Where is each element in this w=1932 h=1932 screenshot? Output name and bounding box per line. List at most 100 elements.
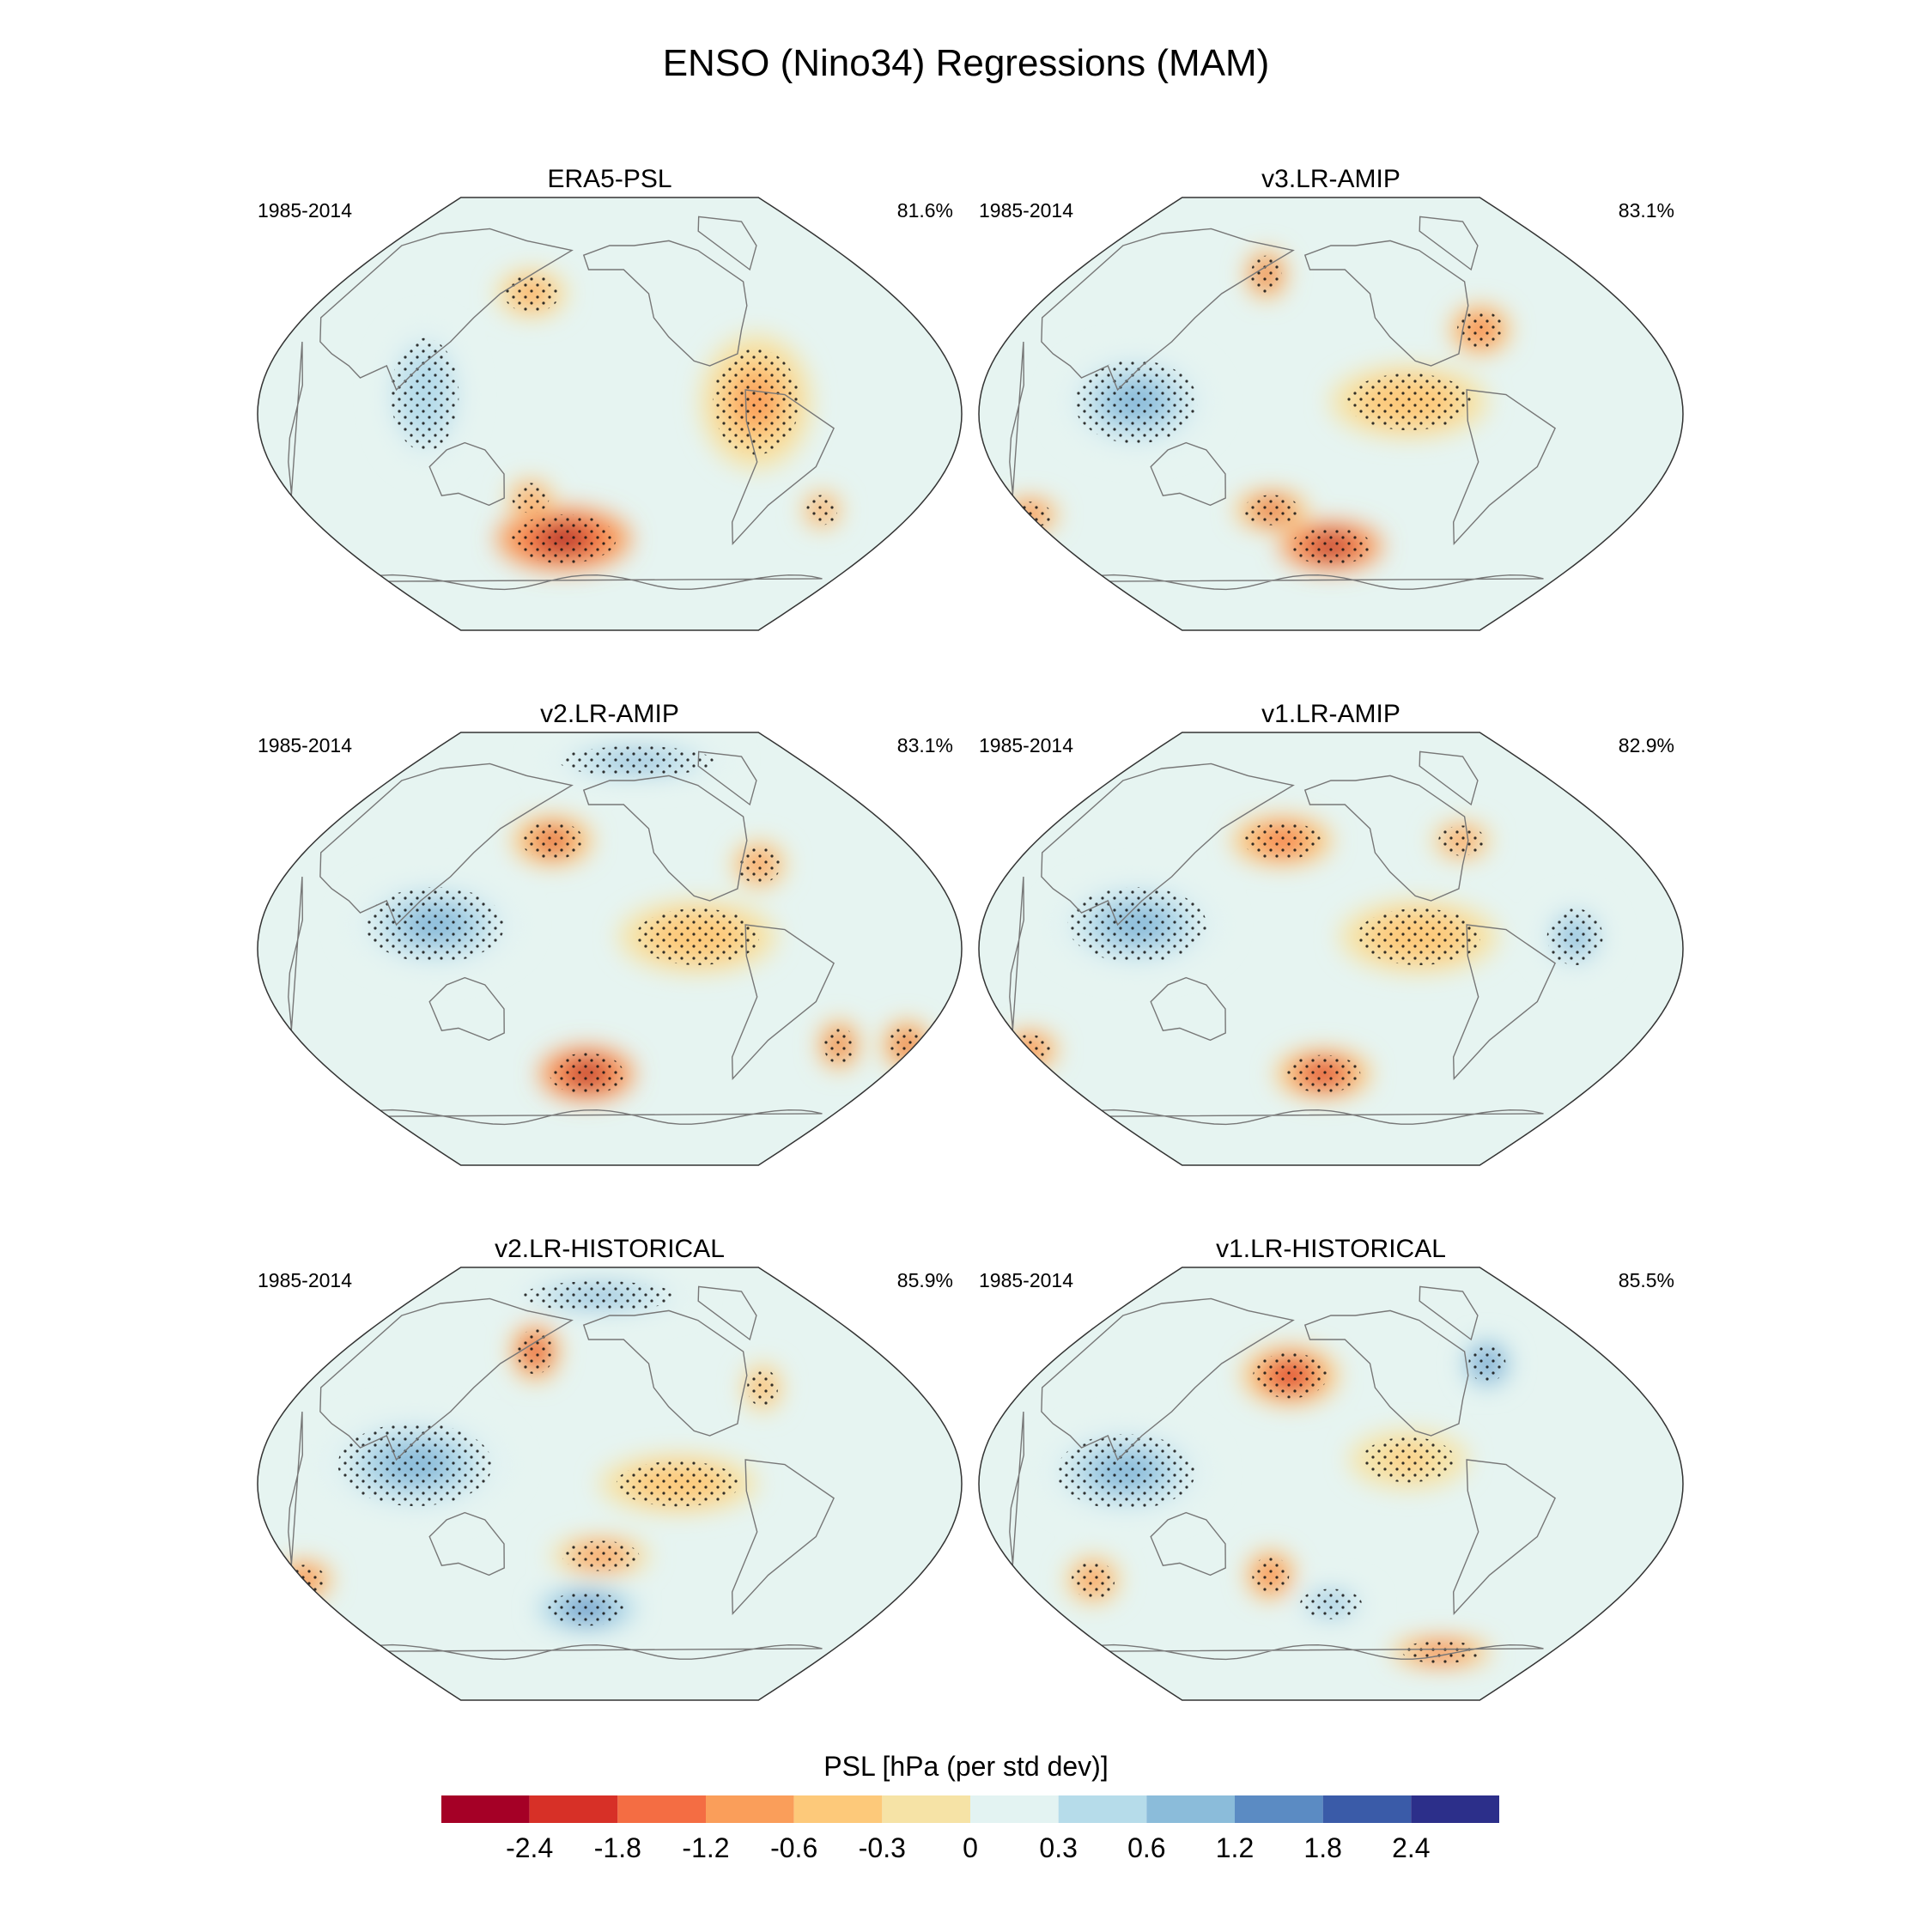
coastline <box>697 1285 757 1341</box>
coastline <box>380 574 823 591</box>
panel-title: v1.LR-HISTORICAL <box>1216 1235 1446 1263</box>
significance-stipple <box>1243 495 1300 526</box>
colorbar-tick-label: 0.3 <box>1039 1832 1077 1863</box>
coastline <box>428 976 505 1042</box>
colorbar-swatch <box>793 1795 883 1823</box>
significance-stipple <box>1468 1345 1506 1382</box>
significance-stipple <box>1253 1352 1327 1399</box>
significance-stipple <box>713 349 799 455</box>
significance-stipple <box>512 483 550 513</box>
colorbar-label: PSL [hPa (per std dev)] <box>823 1751 1108 1782</box>
coastline <box>1041 228 1295 392</box>
coastline <box>1150 441 1226 507</box>
colorbar-swatch <box>1235 1795 1323 1823</box>
significance-stipple <box>1056 1434 1196 1510</box>
map-background <box>258 732 962 1165</box>
map-background <box>979 197 1683 630</box>
colorbar-tick-label: -1.2 <box>682 1832 729 1863</box>
panel-pattern-correlation: 83.1% <box>1619 199 1674 222</box>
map-panel: v1.LR-HISTORICAL 1985-2014 85.5% <box>978 1235 1684 1701</box>
significance-stipple <box>562 1540 640 1571</box>
coastline <box>1101 574 1544 591</box>
coastline <box>380 1643 823 1661</box>
map-outline <box>978 732 1684 1166</box>
colorbar-tick-label: -0.3 <box>859 1832 906 1863</box>
significance-stipple <box>1438 825 1485 856</box>
colorbar-swatch <box>1322 1795 1412 1823</box>
map-background <box>258 197 962 630</box>
significance-stipple <box>1402 1640 1480 1664</box>
significance-stipple <box>1073 360 1198 444</box>
significance-stipple <box>888 1026 926 1064</box>
significance-stipple <box>391 337 459 452</box>
coastline <box>428 441 505 507</box>
significance-stipple <box>1071 1561 1115 1599</box>
map-panel: v2.LR-AMIP 1985-2014 83.1% <box>257 700 963 1166</box>
coastline <box>1303 240 1469 367</box>
coastline <box>1419 750 1479 806</box>
colorbar-tick-label: 1.2 <box>1216 1832 1254 1863</box>
colorbar-swatch <box>1146 1795 1235 1823</box>
map-panel: v1.LR-AMIP 1985-2014 82.9% <box>978 700 1684 1166</box>
panel-pattern-correlation: 81.6% <box>897 199 953 222</box>
coastline <box>731 924 835 1080</box>
colorbar-swatch <box>441 1795 530 1823</box>
panel-pattern-correlation: 85.5% <box>1619 1269 1674 1291</box>
coastline <box>1101 1109 1544 1126</box>
coastline <box>582 775 748 902</box>
colorbar-tick-label: 0 <box>963 1832 978 1863</box>
coastline <box>428 1511 505 1577</box>
panel-title: v1.LR-AMIP <box>1261 700 1400 728</box>
significance-stipple <box>521 822 584 860</box>
coastline <box>1452 1459 1556 1615</box>
panel-years: 1985-2014 <box>258 199 352 222</box>
coastline <box>1101 1643 1544 1661</box>
panel-years: 1985-2014 <box>979 1269 1073 1291</box>
significance-stipple <box>1546 908 1603 965</box>
coastline <box>1303 775 1469 902</box>
colorbar-swatch <box>882 1795 970 1823</box>
significance-stipple <box>1362 1437 1455 1483</box>
coastline <box>697 750 757 806</box>
colorbar: PSL [hPa (per std dev)] -2.4 -1.8 -1.2 -0.6… <box>441 1751 1499 1863</box>
panel-title: v2.LR-HISTORICAL <box>495 1235 725 1263</box>
significance-stipple <box>511 514 617 564</box>
significance-stipple <box>806 495 838 526</box>
significance-stipple <box>1250 255 1282 294</box>
coastline <box>380 1109 823 1126</box>
coastline <box>731 1459 835 1615</box>
coastline <box>1452 924 1556 1080</box>
coastline <box>1303 1309 1469 1437</box>
coastline <box>1041 1297 1295 1461</box>
coastline <box>319 228 574 392</box>
colorbar-tick-label: -1.8 <box>594 1832 641 1863</box>
coastline <box>319 762 574 927</box>
significance-stipple <box>1291 527 1371 565</box>
colorbar-tick-label: 2.4 <box>1392 1832 1430 1863</box>
colorbar-swatch <box>1411 1795 1499 1823</box>
significance-stipple <box>548 1591 626 1626</box>
significance-stipple <box>516 1328 555 1375</box>
panel-title: v3.LR-AMIP <box>1261 165 1400 193</box>
panel-years: 1985-2014 <box>258 1269 352 1291</box>
colorbar-swatch <box>617 1795 706 1823</box>
coastline <box>1041 762 1295 927</box>
panel-title: v2.LR-AMIP <box>540 700 679 728</box>
map-panel: ERA5-PSL 1985-2014 81.6% <box>257 165 963 631</box>
panel-years: 1985-2014 <box>979 199 1073 222</box>
significance-stipple <box>616 1461 740 1507</box>
coastline <box>582 1309 748 1437</box>
map-outline <box>257 197 963 631</box>
colorbar-tick-label: 0.6 <box>1127 1832 1165 1863</box>
colorbar-swatch <box>529 1795 618 1823</box>
significance-stipple <box>503 275 560 313</box>
colorbar-tick-label: 1.8 <box>1303 1832 1341 1863</box>
significance-stipple <box>1357 908 1481 965</box>
panel-pattern-correlation: 83.1% <box>897 734 953 756</box>
significance-stipple <box>337 1423 493 1506</box>
map-outline <box>257 732 963 1166</box>
significance-stipple <box>1242 822 1321 860</box>
coastline <box>697 216 757 271</box>
coastline <box>1150 976 1226 1042</box>
colorbar-swatch <box>970 1795 1059 1823</box>
